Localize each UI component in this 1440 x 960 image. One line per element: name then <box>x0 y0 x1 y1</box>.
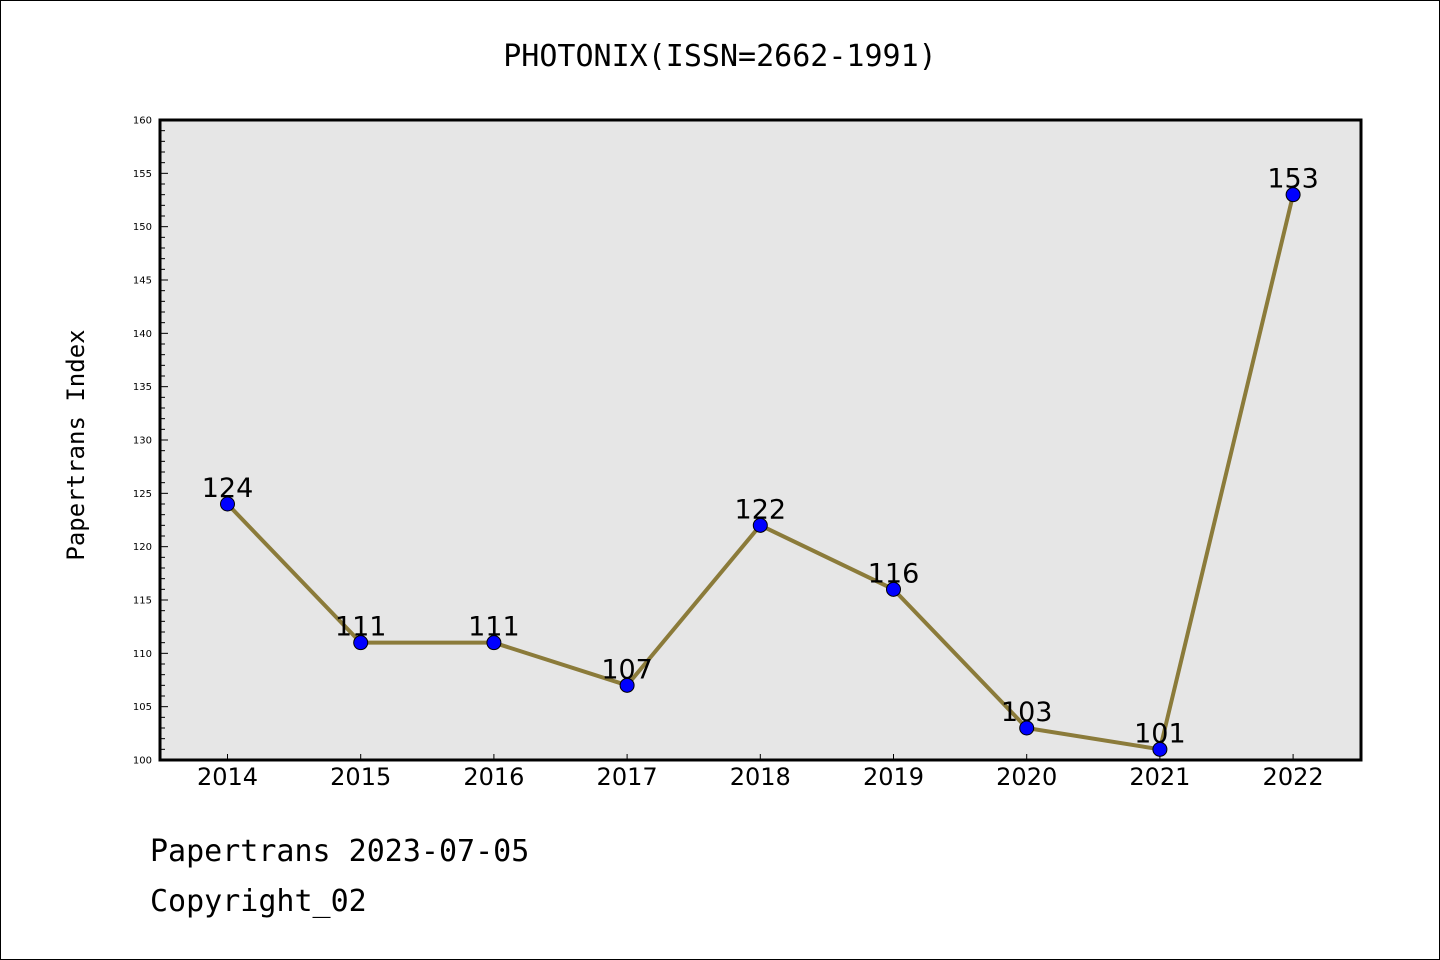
series-layer <box>220 187 1301 757</box>
chart-title: PHOTONIX(ISSN=2662-1991) <box>503 39 936 74</box>
footer-copyright-line: Copyright_02 <box>150 884 367 919</box>
data-label: 103 <box>1001 697 1053 728</box>
x-tick-label: 2019 <box>863 763 924 791</box>
y-tick-label: 160 <box>133 116 152 127</box>
data-label: 153 <box>1267 164 1319 195</box>
x-axis: 2014 2015 2016 2017 2018 2019 2020 2021 2022 <box>197 754 1324 791</box>
data-point <box>1019 720 1035 736</box>
x-tick-label: 2022 <box>1263 763 1324 791</box>
y-tick-label: 155 <box>133 169 152 180</box>
y-tick-label: 130 <box>133 436 152 447</box>
x-tick-label: 2018 <box>730 763 791 791</box>
data-point <box>1152 741 1168 757</box>
x-tick-label: 2017 <box>597 763 658 791</box>
y-tick-label: 105 <box>133 702 152 713</box>
data-label: 107 <box>601 654 653 685</box>
y-tick-label: 145 <box>133 276 152 287</box>
y-tick-label: 110 <box>133 649 152 660</box>
x-tick-label: 2021 <box>1129 763 1190 791</box>
data-label: 116 <box>868 558 920 589</box>
data-point <box>486 635 502 651</box>
data-label: 101 <box>1134 718 1186 749</box>
data-label: 111 <box>468 612 520 643</box>
plot-area <box>158 118 1363 762</box>
footer-date-line: Papertrans 2023-07-05 <box>150 834 530 869</box>
data-label: 111 <box>335 612 387 643</box>
y-tick-label: 115 <box>133 596 152 607</box>
y-tick-label: 100 <box>133 756 152 767</box>
data-label: 124 <box>202 473 254 504</box>
y-tick-label: 140 <box>133 329 152 340</box>
data-point <box>220 496 235 512</box>
data-point <box>752 517 768 533</box>
data-label: 122 <box>735 494 787 525</box>
x-tick-label: 2020 <box>996 763 1057 791</box>
x-tick-label: 2014 <box>197 763 258 791</box>
y-tick-label: 120 <box>133 542 152 553</box>
data-label-layer: 124 111 111 107 122 116 103 101 153 <box>202 164 1319 750</box>
x-tick-label: 2015 <box>330 763 391 791</box>
y-tick-label: 135 <box>133 382 152 393</box>
y-axis: 100 105 110 115 120 125 130 135 140 145 150 155 160 <box>133 116 168 767</box>
y-axis-title: Papertrans Index <box>62 329 90 560</box>
data-point <box>886 581 901 597</box>
x-tick-label: 2016 <box>463 763 524 791</box>
y-tick-label: 125 <box>133 489 152 500</box>
data-point <box>619 677 635 693</box>
data-point <box>353 635 369 651</box>
data-point <box>1285 187 1301 203</box>
y-tick-label: 150 <box>133 222 152 233</box>
